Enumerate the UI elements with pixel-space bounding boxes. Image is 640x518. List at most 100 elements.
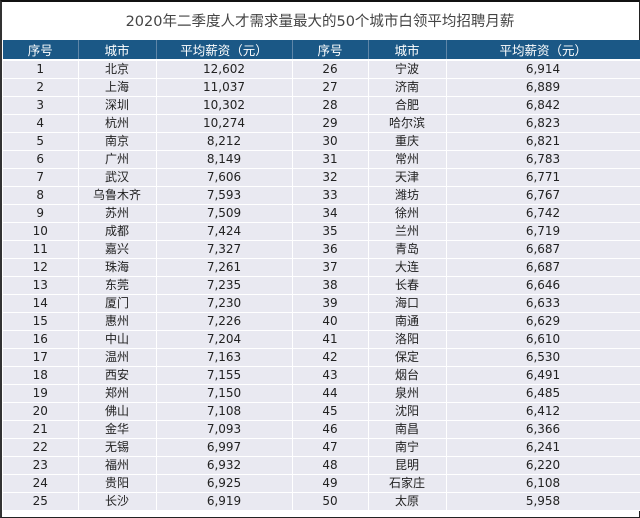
- salary-cell: 10,302: [156, 96, 293, 115]
- rank-cell: 43: [292, 366, 369, 385]
- city-cell: 沈阳: [368, 402, 447, 421]
- city-cell: 乌鲁木齐: [78, 186, 157, 205]
- city-cell: 青岛: [368, 240, 447, 259]
- table-row: 19 郑州 7,150 44 泉州 6,485: [3, 384, 640, 403]
- city-cell: 嘉兴: [78, 240, 157, 259]
- salary-cell: 6,925: [156, 474, 293, 493]
- rank-cell: 7: [3, 168, 79, 187]
- rank-cell: 31: [292, 150, 369, 169]
- rank-cell: 40: [292, 312, 369, 331]
- rank-cell: 14: [3, 294, 79, 313]
- rank-cell: 2: [3, 78, 79, 97]
- rank-cell: 3: [3, 96, 79, 115]
- header-rank: 序号: [292, 40, 369, 61]
- salary-cell: 8,149: [156, 150, 293, 169]
- rank-cell: 11: [3, 240, 79, 259]
- table-row: 4 杭州 10,274 29 哈尔滨 6,823: [3, 114, 640, 133]
- salary-cell: 6,889: [446, 78, 640, 97]
- header-row: 序号 城市 平均薪资（元） 序号 城市 平均薪资（元）: [3, 40, 640, 61]
- salary-cell: 6,629: [446, 312, 640, 331]
- salary-cell: 7,163: [156, 348, 293, 367]
- salary-cell: 12,602: [156, 60, 293, 79]
- salary-cell: 7,093: [156, 420, 293, 439]
- rank-cell: 20: [3, 402, 79, 421]
- salary-cell: 6,485: [446, 384, 640, 403]
- rank-cell: 25: [3, 492, 79, 511]
- rank-cell: 41: [292, 330, 369, 349]
- salary-cell: 7,424: [156, 222, 293, 241]
- salary-cell: 6,646: [446, 276, 640, 295]
- city-cell: 石家庄: [368, 474, 447, 493]
- rank-cell: 13: [3, 276, 79, 295]
- salary-cell: 6,610: [446, 330, 640, 349]
- table-row: 23 福州 6,932 48 昆明 6,220: [3, 456, 640, 475]
- salary-cell: 6,633: [446, 294, 640, 313]
- rank-cell: 17: [3, 348, 79, 367]
- rank-cell: 48: [292, 456, 369, 475]
- salary-cell: 6,530: [446, 348, 640, 367]
- salary-cell: 6,412: [446, 402, 640, 421]
- salary-cell: 7,509: [156, 204, 293, 223]
- city-cell: 温州: [78, 348, 157, 367]
- salary-cell: 6,771: [446, 168, 640, 187]
- rank-cell: 47: [292, 438, 369, 457]
- table-row: 12 珠海 7,261 37 大连 6,687: [3, 258, 640, 277]
- salary-cell: 6,767: [446, 186, 640, 205]
- header-city: 城市: [78, 40, 157, 61]
- header-salary: 平均薪资（元）: [156, 40, 293, 61]
- city-cell: 济南: [368, 78, 447, 97]
- salary-cell: 7,327: [156, 240, 293, 259]
- salary-cell: 6,932: [156, 456, 293, 475]
- rank-cell: 10: [3, 222, 79, 241]
- city-cell: 合肥: [368, 96, 447, 115]
- rank-cell: 23: [3, 456, 79, 475]
- city-cell: 贵阳: [78, 474, 157, 493]
- rank-cell: 5: [3, 132, 79, 151]
- city-cell: 厦门: [78, 294, 157, 313]
- city-cell: 泉州: [368, 384, 447, 403]
- city-cell: 南宁: [368, 438, 447, 457]
- table-row: 11 嘉兴 7,327 36 青岛 6,687: [3, 240, 640, 259]
- city-cell: 武汉: [78, 168, 157, 187]
- rank-cell: 30: [292, 132, 369, 151]
- salary-cell: 6,719: [446, 222, 640, 241]
- city-cell: 珠海: [78, 258, 157, 277]
- salary-cell: 6,997: [156, 438, 293, 457]
- salary-cell: 6,687: [446, 258, 640, 277]
- rank-cell: 39: [292, 294, 369, 313]
- city-cell: 重庆: [368, 132, 447, 151]
- table-row: 16 中山 7,204 41 洛阳 6,610: [3, 330, 640, 349]
- salary-cell: 6,241: [446, 438, 640, 457]
- salary-cell: 10,274: [156, 114, 293, 133]
- table-row: 9 苏州 7,509 34 徐州 6,742: [3, 204, 640, 223]
- table-row: 3 深圳 10,302 28 合肥 6,842: [3, 96, 640, 115]
- city-cell: 天津: [368, 168, 447, 187]
- table-row: 25 长沙 6,919 50 太原 5,958: [3, 492, 640, 511]
- rank-cell: 15: [3, 312, 79, 331]
- rank-cell: 27: [292, 78, 369, 97]
- rank-cell: 21: [3, 420, 79, 439]
- salary-cell: 7,235: [156, 276, 293, 295]
- salary-cell: 6,919: [156, 492, 293, 511]
- table-row: 17 温州 7,163 42 保定 6,530: [3, 348, 640, 367]
- table-row: 15 惠州 7,226 40 南通 6,629: [3, 312, 640, 331]
- city-cell: 长春: [368, 276, 447, 295]
- city-cell: 徐州: [368, 204, 447, 223]
- city-cell: 北京: [78, 60, 157, 79]
- rank-cell: 35: [292, 222, 369, 241]
- city-cell: 洛阳: [368, 330, 447, 349]
- salary-cell: 6,821: [446, 132, 640, 151]
- salary-cell: 7,108: [156, 402, 293, 421]
- rank-cell: 12: [3, 258, 79, 277]
- salary-cell: 5,958: [446, 492, 640, 511]
- salary-cell: 6,687: [446, 240, 640, 259]
- city-cell: 郑州: [78, 384, 157, 403]
- salary-cell: 6,108: [446, 474, 640, 493]
- table-row: 7 武汉 7,606 32 天津 6,771: [3, 168, 640, 187]
- table-row: 21 金华 7,093 46 南昌 6,366: [3, 420, 640, 439]
- table-row: 22 无锡 6,997 47 南宁 6,241: [3, 438, 640, 457]
- rank-cell: 22: [3, 438, 79, 457]
- header-rank: 序号: [3, 40, 79, 61]
- city-cell: 福州: [78, 456, 157, 475]
- salary-cell: 7,593: [156, 186, 293, 205]
